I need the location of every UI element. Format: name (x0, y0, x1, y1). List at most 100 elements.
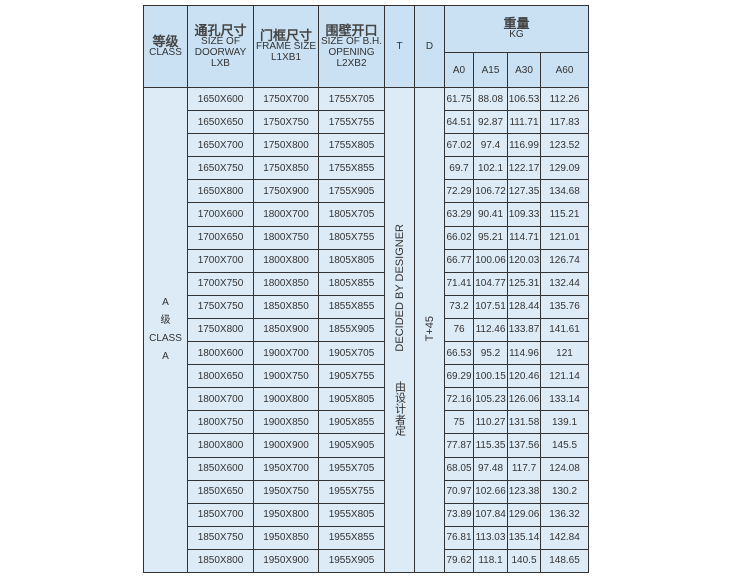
bh-opening: 1755X905 (318, 179, 385, 204)
table-row: 1700X700 1800X800 1805X805 66.77 100.06 120.0… (144, 248, 589, 273)
frame-size: 1800X700 (253, 202, 319, 227)
bh-opening: 1955X755 (318, 479, 385, 504)
weight-a60: 134.68 (540, 179, 589, 204)
table-row: 1800X700 1900X800 1905X805 72.16 105.23 126.0… (144, 387, 589, 412)
weight-a15: 97.48 (473, 456, 508, 481)
weight-a0: 72.29 (444, 179, 474, 204)
bh-opening: 1905X855 (318, 410, 385, 435)
bh-opening: 1805X855 (318, 271, 385, 296)
weight-a30: 114.71 (507, 225, 541, 250)
frame-size: 1750X900 (253, 179, 319, 204)
weight-a0: 66.77 (444, 248, 474, 273)
weight-a15: 104.77 (473, 271, 508, 296)
grade-a30: A30 (507, 52, 541, 88)
bh-opening: 1905X805 (318, 387, 385, 412)
weight-a30: 117.7 (507, 456, 541, 481)
bh-opening: 1755X755 (318, 110, 385, 135)
class-cell: A 级 CLASS A (143, 87, 188, 573)
doorway-size: 1650X700 (187, 133, 254, 158)
weight-a30: 114.96 (507, 341, 541, 366)
frame-size: 1750X700 (253, 86, 319, 112)
weight-a0: 76 (444, 317, 474, 343)
frame-size: 1800X850 (253, 271, 319, 296)
frame-size: 1900X800 (253, 387, 319, 412)
doorway-en: SIZE OF DOORWAY (194, 35, 247, 58)
header-weight: 重量 KG (444, 5, 589, 53)
weight-a30: 122.17 (507, 156, 541, 181)
weight-a30: 128.44 (507, 294, 541, 319)
bh-opening: 1755X855 (318, 156, 385, 181)
weight-a60: 139.1 (540, 410, 589, 435)
weight-a60: 115.21 (540, 202, 589, 227)
weight-a15: 102.66 (473, 479, 508, 504)
weight-a30: 111.71 (507, 110, 541, 135)
bh-en: SIZE OF B.H. OPENING (320, 35, 383, 58)
bh-opening: 1905X905 (318, 433, 385, 458)
bh-opening: 1805X705 (318, 202, 385, 227)
weight-a15: 110.27 (473, 410, 508, 435)
table-row: 1650X800 1750X900 1755X905 72.29 106.72 127.3… (144, 179, 589, 204)
weight-a0: 77.87 (444, 433, 474, 458)
weight-a60: 136.32 (540, 502, 589, 527)
weight-a60: 135.76 (540, 294, 589, 319)
weight-a15: 113.03 (473, 525, 508, 550)
weight-a0: 61.75 (444, 86, 474, 112)
weight-a30: 127.35 (507, 179, 541, 204)
weight-a60: 148.65 (540, 548, 589, 573)
bh-opening: 1955X705 (318, 456, 385, 481)
bh-opening: 1805X755 (318, 225, 385, 250)
weight-a15: 95.2 (473, 341, 508, 366)
header-class: 等级 CLASS (143, 5, 188, 88)
table-row: 1800X650 1900X750 1905X755 69.29 100.15 120.4… (144, 364, 589, 389)
table-row: 1750X800 1850X900 1855X905 76 112.46 133.87 14… (144, 317, 589, 343)
table-row: 1850X650 1950X750 1955X755 70.97 102.66 123.3… (144, 479, 589, 504)
bh-opening: 1755X805 (318, 133, 385, 158)
table-row: 1800X600 1900X700 1905X705 66.53 95.2 114.96 1… (144, 341, 589, 366)
weight-unit: KG (509, 29, 524, 40)
weight-a0: 73.2 (444, 294, 474, 319)
t-en: DECIDED BY DESIGNER (393, 223, 406, 352)
weight-a0: 73.89 (444, 502, 474, 527)
weight-a60: 133.14 (540, 387, 589, 412)
weight-a30: 129.06 (507, 502, 541, 527)
weight-a15: 95.21 (473, 225, 508, 250)
bh-opening: 1955X805 (318, 502, 385, 527)
weight-a60: 126.74 (540, 248, 589, 273)
frame-size: 1750X800 (253, 133, 319, 158)
table-row: 1650X750 1750X850 1755X855 69.7 102.1 122.17 1… (144, 156, 589, 181)
class-line3: CLASS (149, 332, 182, 344)
doorway-size: 1750X800 (187, 317, 254, 343)
weight-a30: 120.03 (507, 248, 541, 273)
class-line1: A (162, 296, 169, 308)
frame-size: 1800X750 (253, 225, 319, 250)
weight-a15: 115.35 (473, 433, 508, 458)
doorway-size: 1750X750 (187, 294, 254, 319)
weight-a30: 106.53 (507, 86, 541, 112)
table-row: 1700X750 1800X850 1805X855 71.41 104.77 125.3… (144, 271, 589, 296)
doorway-size: 1800X800 (187, 433, 254, 458)
weight-a60: 132.44 (540, 271, 589, 296)
table-row: A 级 CLASS A 1650X600 1750X700 1755X705 DECIDED … (143, 86, 589, 573)
weight-a30: 123.38 (507, 479, 541, 504)
weight-a30: 135.14 (507, 525, 541, 550)
table-row: 1700X650 1800X750 1805X755 66.02 95.21 114.71… (144, 225, 589, 250)
weight-a15: 106.72 (473, 179, 508, 204)
doorway-size: 1650X600 (187, 86, 254, 112)
frame-size: 1950X800 (253, 502, 319, 527)
bh-dim: L2XB2 (336, 57, 367, 69)
doorway-zh: 通孔尺寸 (194, 22, 247, 38)
weight-a15: 105.23 (473, 387, 508, 412)
doorway-size: 1800X750 (187, 410, 254, 435)
weight-a60: 145.5 (540, 433, 589, 458)
weight-a0: 68.05 (444, 456, 474, 481)
weight-a0: 69.29 (444, 364, 474, 389)
weight-a0: 64.51 (444, 110, 474, 135)
weight-a30: 125.31 (507, 271, 541, 296)
doorway-size: 1850X600 (187, 456, 254, 481)
frame-size: 1900X900 (253, 433, 319, 458)
doorway-size: 1850X700 (187, 502, 254, 527)
table-row: 1650X700 1750X800 1755X805 67.02 97.4 116.99 1… (144, 133, 589, 158)
weight-a15: 107.51 (473, 294, 508, 319)
table-row: 1800X750 1900X850 1905X855 75 110.27 131.58 13… (144, 410, 589, 435)
frame-size: 1800X800 (253, 248, 319, 273)
